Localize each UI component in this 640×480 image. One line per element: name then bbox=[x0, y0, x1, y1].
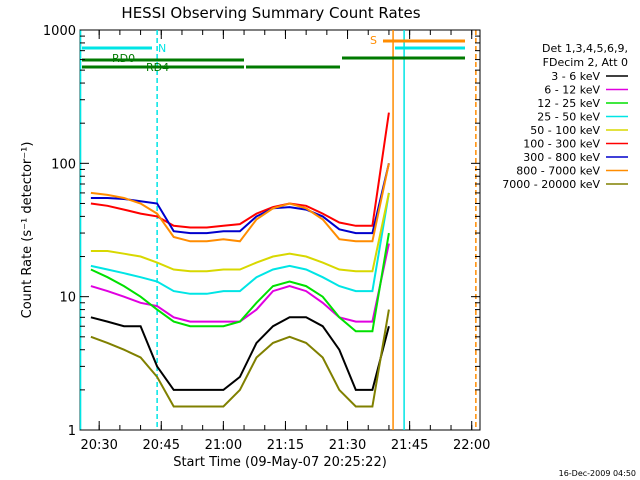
x-tick-label: 21:00 bbox=[205, 438, 242, 453]
x-tick-label: 21:30 bbox=[329, 438, 366, 453]
legend-header-line-2: FDecim 2, Att 0 bbox=[543, 56, 628, 69]
plot-frame bbox=[79, 29, 481, 431]
flag-label-rd4: RD4 bbox=[146, 61, 169, 74]
series-line-5 bbox=[90, 192, 390, 273]
x-tick-label: 20:30 bbox=[80, 438, 117, 453]
y-tick-label: 1000 bbox=[43, 24, 76, 39]
legend-label-5: 50 - 100 keV bbox=[530, 124, 600, 137]
y-tick-label: 10 bbox=[59, 291, 76, 306]
legend: Det 1,3,4,5,6,9, FDecim 2, Att 0 3 - 6 k… bbox=[502, 42, 628, 191]
series-line-9 bbox=[90, 309, 390, 408]
chart-title: HESSI Observing Summary Count Rates bbox=[121, 4, 420, 22]
legend-label-1: 3 - 6 keV bbox=[551, 70, 600, 83]
legend-label-6: 100 - 300 keV bbox=[523, 138, 600, 151]
flag-bars: N RD0 RD4 S bbox=[82, 34, 465, 74]
flag-label-s: S bbox=[370, 34, 377, 47]
y-axis-label: Count Rate (s⁻¹ detector⁻¹) bbox=[20, 142, 35, 319]
series-group bbox=[90, 112, 390, 408]
legend-label-7: 300 - 800 keV bbox=[523, 151, 600, 164]
y-ticks: 1 10 100 1000 bbox=[43, 24, 480, 439]
series-line-1 bbox=[90, 316, 390, 391]
y-tick-label: 1 bbox=[68, 424, 76, 439]
footer-stamp: 16-Dec-2009 04:50 bbox=[559, 469, 636, 478]
legend-label-3: 12 - 25 keV bbox=[537, 97, 600, 110]
x-ticks: 20:30 20:45 21:00 21:15 21:30 21:45 22:00 bbox=[80, 30, 490, 453]
flag-label-rd0: RD0 bbox=[112, 52, 135, 65]
legend-label-4: 25 - 50 keV bbox=[537, 111, 600, 124]
legend-label-8: 800 - 7000 keV bbox=[516, 165, 600, 178]
x-tick-label: 21:15 bbox=[267, 438, 304, 453]
legend-label-2: 6 - 12 keV bbox=[544, 84, 600, 97]
x-tick-label: 21:45 bbox=[391, 438, 428, 453]
series-line-3 bbox=[90, 232, 390, 333]
series-line-7 bbox=[90, 163, 390, 235]
vertical-markers bbox=[79, 30, 477, 430]
x-tick-label: 20:45 bbox=[143, 438, 180, 453]
x-tick-label: 22:00 bbox=[453, 438, 490, 453]
x-axis-label: Start Time (09-May-07 20:25:22) bbox=[173, 455, 387, 470]
series-line-4 bbox=[90, 192, 390, 295]
flag-label-n: N bbox=[158, 42, 166, 55]
legend-header-line-1: Det 1,3,4,5,6,9, bbox=[542, 42, 628, 55]
series-line-6 bbox=[90, 112, 390, 229]
legend-label-9: 7000 - 20000 keV bbox=[502, 178, 600, 191]
series-line-8 bbox=[90, 163, 390, 243]
y-tick-label: 100 bbox=[51, 157, 76, 172]
